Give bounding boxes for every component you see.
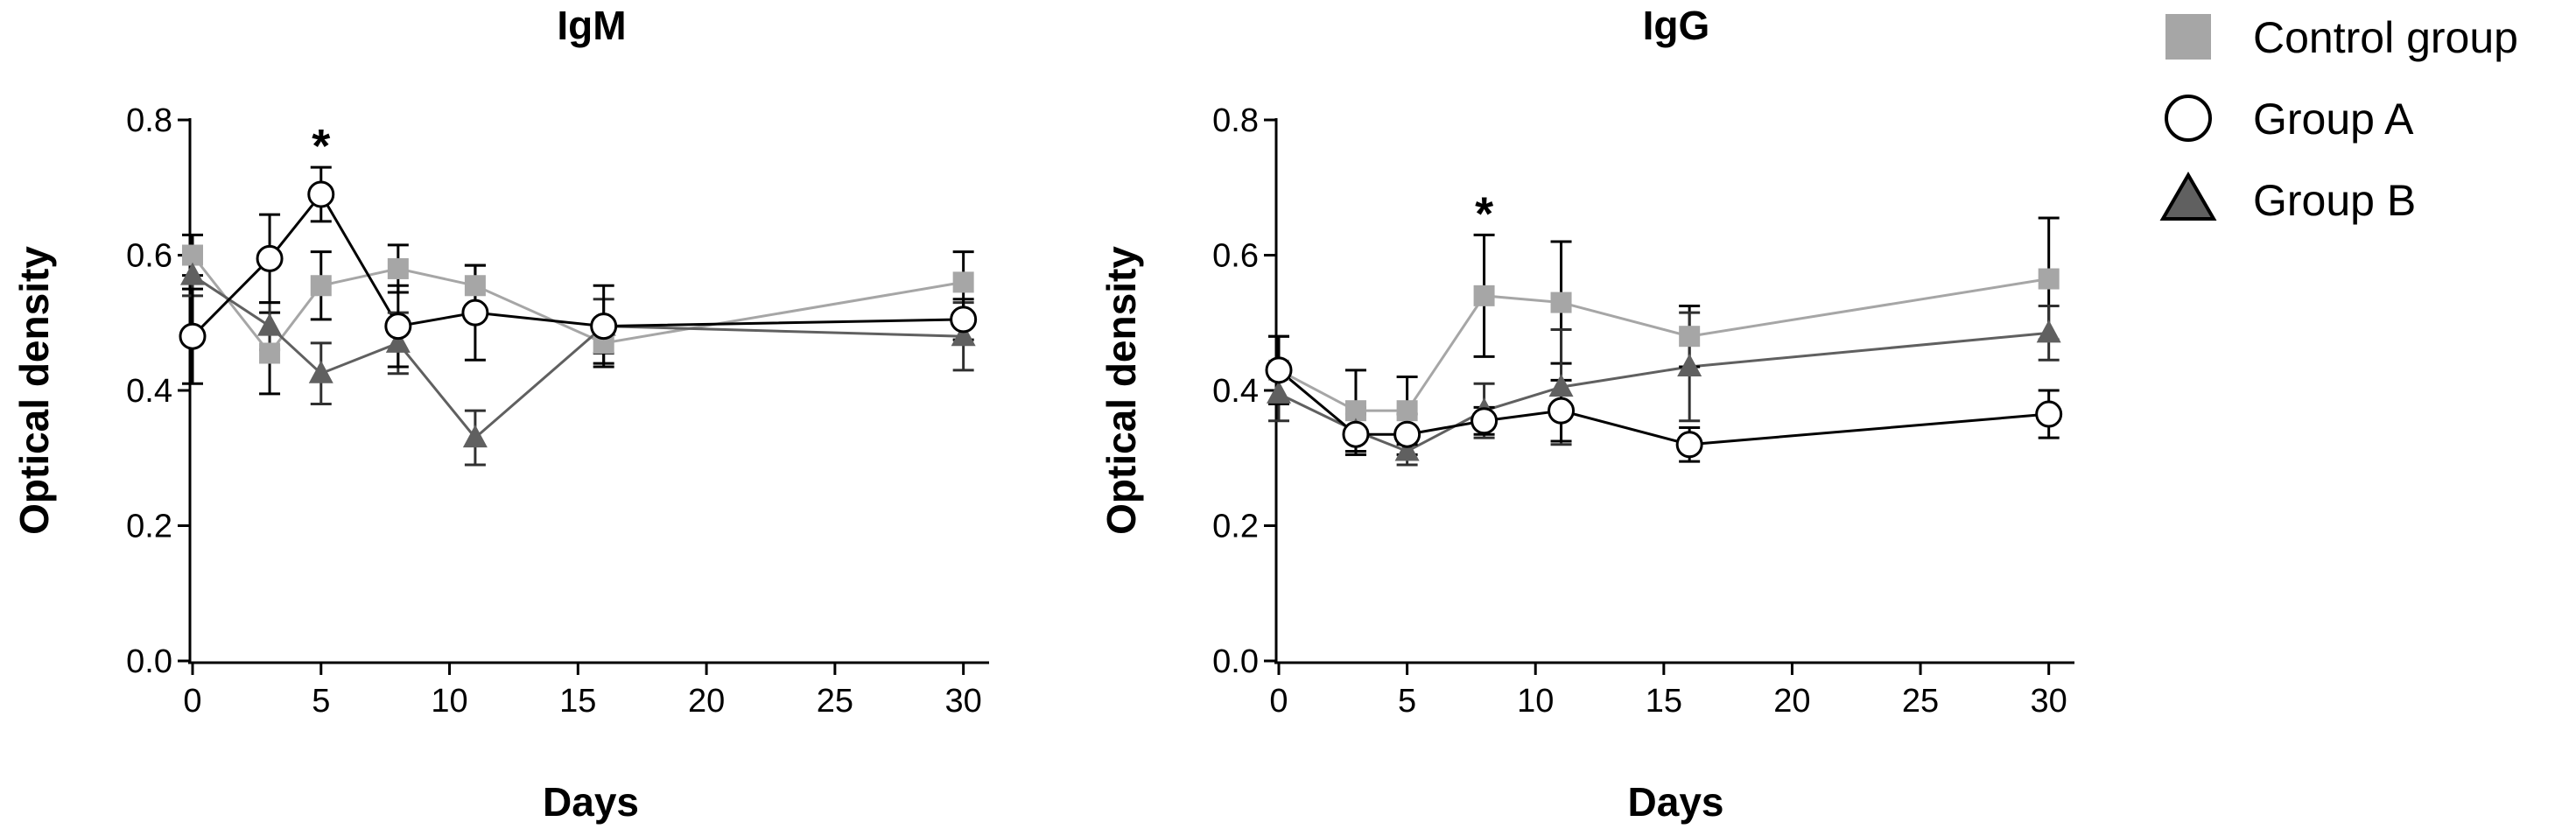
y-axis-label: Optical density [11,246,57,535]
data-point-circle [307,180,335,208]
legend-label: Group A [2253,95,2414,144]
y-tick-label: 0.8 [126,102,172,139]
data-point-triangle [951,323,976,347]
significance-star: * [312,120,330,172]
y-tick-label: 0.6 [126,238,172,275]
x-tick-label: 25 [1902,683,1939,720]
x-axis-label: Days [543,779,639,825]
data-point-triangle [257,313,283,336]
data-point-circle [1675,431,1703,459]
y-tick-label: 0.4 [126,373,172,410]
data-point-triangle [180,262,205,285]
data-point-triangle [308,360,333,383]
data-point-circle [384,313,412,341]
data-point-circle [1342,420,1370,448]
y-tick-label: 0.0 [1212,643,1259,680]
data-point-circle [1548,397,1576,425]
data-point-square [1344,400,1366,422]
data-point-circle [950,306,978,334]
series-line-triangle [192,274,964,440]
x-tick-label: 10 [1517,683,1554,720]
data-point-square [952,271,974,293]
significance-star: * [1475,187,1493,240]
y-tick-label: 0.4 [1212,373,1259,410]
x-tick-label: 0 [1269,683,1288,720]
y-tick-label: 0.8 [1212,102,1259,139]
data-point-circle [179,322,207,350]
data-point-square [1550,292,1572,313]
x-tick-label: 15 [559,683,596,720]
data-point-square [464,275,486,297]
data-point-triangle [385,329,411,353]
legend-square-icon [2165,14,2211,60]
data-point-circle [256,244,284,272]
data-point-square [2038,268,2060,290]
x-tick-label: 5 [1398,683,1416,720]
data-point-circle [1265,356,1293,384]
legend-triangle-icon [2159,172,2217,221]
x-tick-label: 5 [312,683,330,720]
data-point-square [1473,285,1495,306]
data-point-square [259,342,281,364]
x-tick-label: 25 [817,683,853,720]
data-point-square [387,257,409,279]
legend: Control group Group A Group B [2159,13,2518,225]
y-tick-label: 0.2 [1212,509,1259,545]
data-point-circle [1470,407,1499,435]
panel-igm: IgM 0.0 0.2 0.4 0.6 0.8 0 5 10 15 20 25 30 Days Optica… [11,3,989,825]
data-point-square [182,244,203,266]
data-point-square [1679,326,1701,348]
panel-igg: IgG 0.0 0.2 0.4 0.6 0.8 0 5 10 15 20 25 30 Days Optica… [1098,3,2074,825]
y-axis-label: Optical density [1098,246,1144,535]
data-point-triangle [462,425,488,448]
data-point-circle [590,313,618,341]
x-tick-label: 0 [183,683,201,720]
data-point-triangle [1394,438,1420,461]
legend-circle-icon [2165,95,2212,142]
data-point-triangle [2036,320,2061,343]
x-tick-label: 10 [431,683,467,720]
legend-label: Control group [2253,13,2518,62]
data-point-circle [1393,420,1421,448]
data-point-square [310,275,332,297]
legend-label: Group B [2253,176,2416,225]
x-tick-label: 20 [1773,683,1810,720]
data-point-circle [461,299,489,327]
data-point-square [1396,400,1418,422]
x-axis-label: Days [1628,779,1724,825]
series-line-circle [191,192,964,338]
series-line-square [191,254,964,355]
y-tick-label: 0.6 [1212,238,1259,275]
chart-title: IgG [1643,3,1710,48]
x-tick-label: 30 [945,683,982,720]
data-point-triangle [1677,353,1702,376]
data-point-triangle [1548,374,1574,397]
x-tick-label: 30 [2031,683,2067,720]
y-tick-label: 0.2 [126,509,172,545]
y-tick-label: 0.0 [126,643,172,680]
x-tick-label: 20 [688,683,725,720]
data-point-circle [2035,400,2063,428]
chart-title: IgM [557,3,626,48]
data-point-triangle [1267,380,1291,404]
x-tick-label: 15 [1646,683,1682,720]
